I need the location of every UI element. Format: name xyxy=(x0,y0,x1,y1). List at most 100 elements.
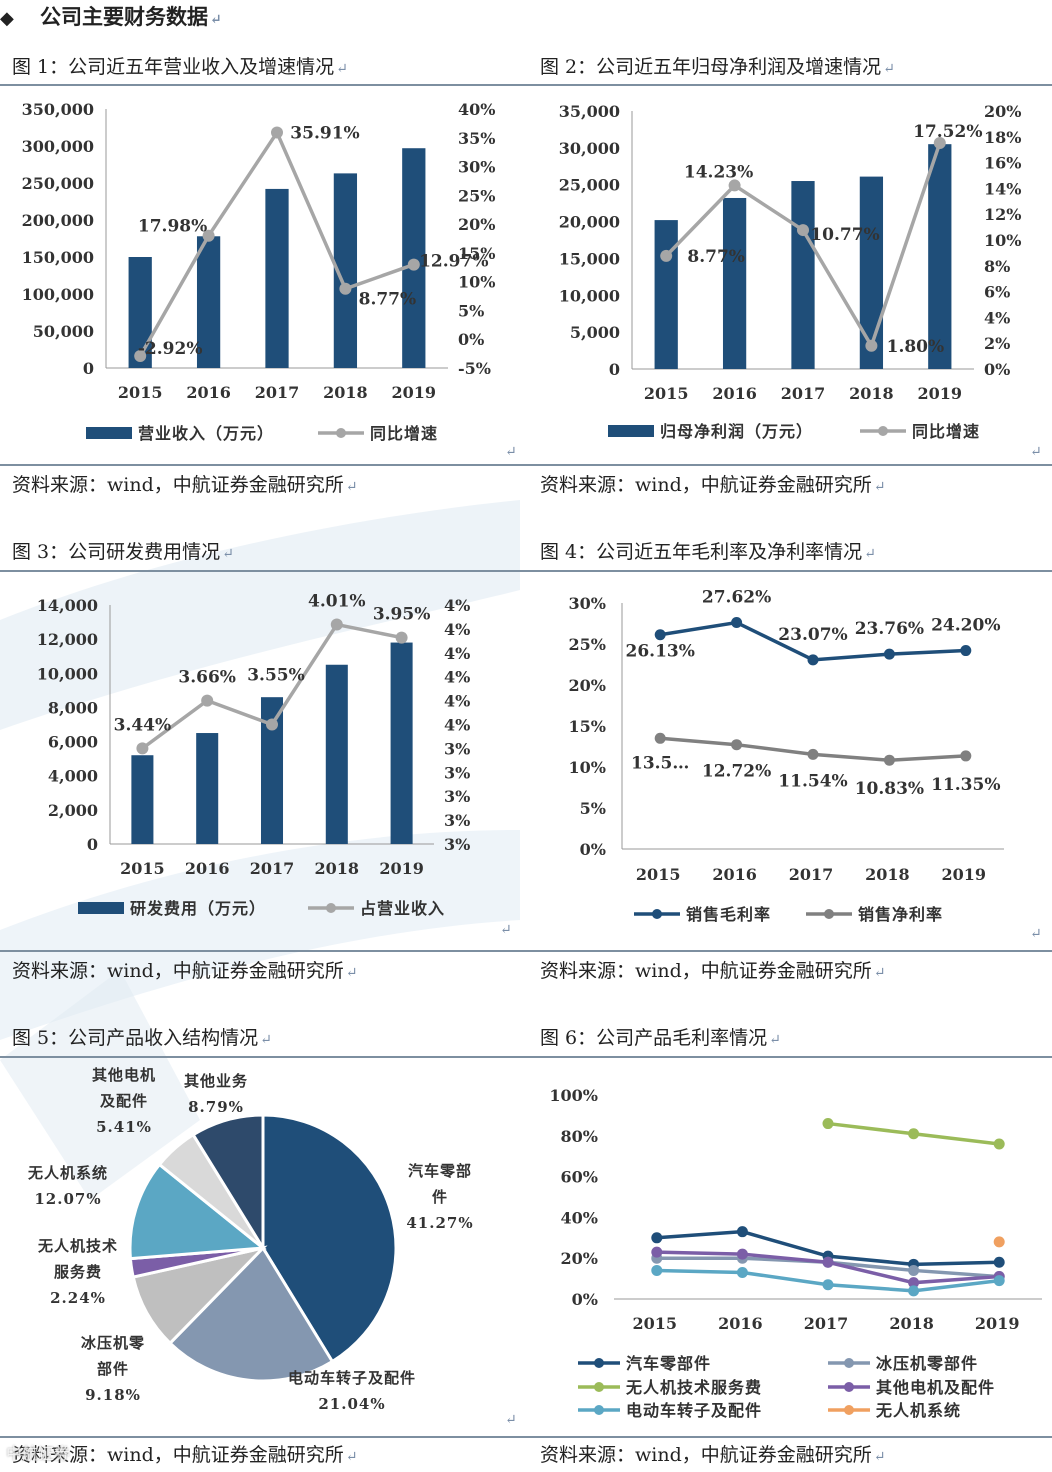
legend-label: 其他电机及配件 xyxy=(876,1378,995,1397)
line-point xyxy=(822,1256,834,1268)
x-tick-label: 2017 xyxy=(789,865,834,884)
legend-swatch-bar xyxy=(86,427,132,439)
bar xyxy=(928,144,952,369)
divider xyxy=(0,464,1052,466)
line-point xyxy=(736,1226,748,1238)
x-tick-label: 2018 xyxy=(323,383,368,402)
line-point xyxy=(660,249,673,262)
x-tick-label: 2015 xyxy=(633,1314,678,1333)
divider xyxy=(0,84,1052,86)
pie-label-percent: 5.41% xyxy=(96,1118,152,1136)
y-tick-label: 20% xyxy=(561,1249,598,1268)
line-point xyxy=(797,224,809,237)
y-tick-label: 15% xyxy=(569,717,606,736)
y-tick-label-right: 4% xyxy=(444,716,470,735)
y-tick-label-right: 12% xyxy=(984,205,1021,224)
pie-label-percent: 2.24% xyxy=(50,1289,106,1307)
line-point xyxy=(822,1118,834,1130)
bar xyxy=(654,220,678,369)
x-tick-label: 2018 xyxy=(315,859,360,878)
data-label: 3.66% xyxy=(178,668,236,688)
line-point xyxy=(339,282,352,295)
y-tick-label-left: 150,000 xyxy=(22,248,94,267)
y-tick-label-left: 14,000 xyxy=(37,596,98,615)
legend-swatch-marker xyxy=(878,426,888,436)
y-tick-label: 20% xyxy=(569,676,606,695)
x-tick-label: 2015 xyxy=(120,859,165,878)
x-tick-label: 2018 xyxy=(865,865,910,884)
bar xyxy=(402,148,426,368)
y-tick-label-right: 35% xyxy=(458,129,495,148)
pie-label-name: 及配件 xyxy=(100,1092,148,1110)
y-tick-label-right: 0% xyxy=(458,330,484,349)
x-tick-label: 2015 xyxy=(636,865,681,884)
line-point xyxy=(731,617,743,629)
data-label: 12.97% xyxy=(419,252,488,272)
y-tick-label-left: 12,000 xyxy=(37,630,98,649)
line-point xyxy=(654,732,666,744)
pie-label-percent: 9.18% xyxy=(85,1386,141,1404)
line-point xyxy=(395,631,408,644)
figure-6-title: 图 6：公司产品毛利率情况 ↵ xyxy=(540,1027,781,1049)
return-mark-icon: ↵ xyxy=(210,12,222,28)
y-tick-label: 25% xyxy=(569,635,606,654)
line-point xyxy=(651,1264,663,1276)
divider xyxy=(0,570,1052,572)
pie-label-name: 电动车转子及配件 xyxy=(288,1369,416,1387)
y-tick-label-right: 16% xyxy=(984,154,1021,173)
line-point xyxy=(908,1128,920,1140)
y-tick-label-right: 5% xyxy=(458,301,484,320)
data-label: 12.72% xyxy=(702,762,771,782)
line-point xyxy=(266,718,278,731)
line-point xyxy=(201,694,214,707)
y-tick-label-right: 40% xyxy=(458,100,495,119)
x-tick-label: 2015 xyxy=(644,384,689,403)
legend-label: 冰压机零部件 xyxy=(876,1354,978,1373)
data-label: 17.98% xyxy=(138,217,207,237)
y-tick-label-right: 4% xyxy=(444,620,470,639)
net-profit-chart: 0 5,000 10,000 15,000 20,000 25,000 30,000 35,0… xyxy=(559,102,1022,441)
line-point xyxy=(202,229,215,242)
data-label: 13.5… xyxy=(631,753,689,773)
y-tick-label-left: 4,000 xyxy=(48,767,98,786)
y-tick-label: 0% xyxy=(572,1290,598,1309)
line-point xyxy=(136,742,149,755)
line-point xyxy=(736,1266,748,1278)
line-point xyxy=(728,179,741,192)
x-tick-label: 2019 xyxy=(392,383,437,402)
y-tick-label-right: 14% xyxy=(984,179,1021,198)
legend-label: 无人机系统 xyxy=(875,1401,961,1420)
y-tick-label-left: 15,000 xyxy=(559,249,620,268)
y-tick-label: 0% xyxy=(580,840,606,859)
x-tick-label: 2019 xyxy=(975,1314,1020,1333)
legend-swatch-marker xyxy=(652,909,662,919)
pie-label-percent: 41.27% xyxy=(406,1214,473,1232)
y-tick-label-left: 100,000 xyxy=(22,285,94,304)
data-label: 26.13% xyxy=(626,642,695,662)
pie-label-name: 冰压机零 xyxy=(81,1334,145,1352)
legend-label: 销售毛利率 xyxy=(686,905,771,924)
data-label: 4.01% xyxy=(308,592,366,612)
y-tick-label-left: 10,000 xyxy=(37,664,98,683)
y-tick-label-right: 3% xyxy=(444,763,470,782)
y-tick-label-left: 0 xyxy=(87,835,98,854)
y-tick-label-left: 200,000 xyxy=(22,211,94,230)
pie-label-percent: 12.07% xyxy=(34,1190,101,1208)
return-mark-icon: ↵ xyxy=(505,1412,517,1428)
return-mark-icon: ↵ xyxy=(500,922,512,938)
x-tick-label: 2019 xyxy=(379,859,424,878)
y-tick-label: 60% xyxy=(561,1168,598,1187)
y-tick-label-right: 3% xyxy=(444,811,470,830)
line-point xyxy=(993,1138,1005,1150)
y-tick-label-right: 3% xyxy=(444,835,470,854)
pie-label-name: 无人机技术 xyxy=(37,1237,118,1255)
pie-label-name: 件 xyxy=(432,1188,448,1206)
data-label: 14.23% xyxy=(684,162,753,182)
y-tick-label: 80% xyxy=(561,1127,598,1146)
y-tick-label-left: 300,000 xyxy=(22,137,94,156)
y-tick-label-right: 4% xyxy=(984,308,1010,327)
line-point xyxy=(993,1275,1005,1287)
y-tick-label-right: 10% xyxy=(458,273,495,292)
data-label: 11.54% xyxy=(778,771,847,791)
line-point xyxy=(933,136,946,149)
